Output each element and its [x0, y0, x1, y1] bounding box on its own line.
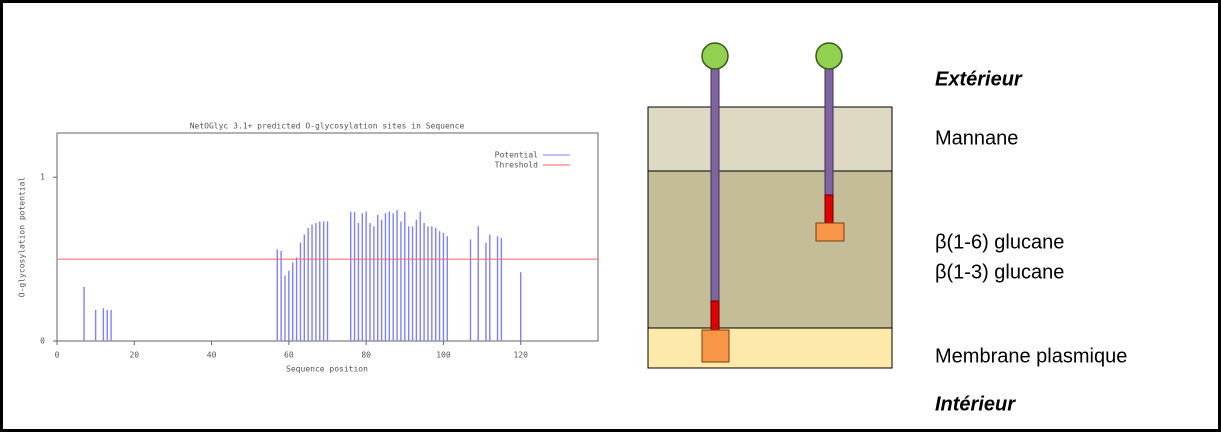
legend-label: Potential — [495, 151, 539, 160]
x-tick-label: 100 — [436, 351, 451, 360]
glycan — [701, 42, 729, 70]
label: Intérieur — [935, 393, 1016, 415]
membrane-layer — [647, 327, 893, 369]
legend-label: Threshold — [495, 161, 539, 170]
x-tick-label: 60 — [284, 351, 294, 360]
x-tick-label: 120 — [513, 351, 528, 360]
chart-title: NetOGlyc 3.1+ predicted O-glycosylation … — [190, 122, 465, 131]
x-tick-label: 0 — [55, 351, 60, 360]
glucan-layer — [647, 170, 893, 329]
x-tick-label: 20 — [129, 351, 139, 360]
y-axis-label: O-glycosylation potential — [18, 177, 27, 298]
x-axis-label: Sequence position — [286, 365, 368, 374]
protein-rod — [824, 67, 834, 196]
label: Membrane plasmique — [935, 345, 1127, 367]
gpi — [701, 329, 730, 363]
label: β(1-6) glucane — [935, 231, 1064, 253]
x-tick-label: 80 — [361, 351, 371, 360]
y-tick-label: 0 — [40, 337, 45, 346]
x-tick-label: 40 — [207, 351, 217, 360]
gpi — [815, 222, 845, 242]
y-tick-label: 1 — [40, 173, 45, 182]
glycan — [815, 42, 843, 70]
anchor — [710, 300, 720, 331]
protein-rod — [710, 67, 720, 302]
label: Mannane — [935, 127, 1018, 149]
label: β(1-3) glucane — [935, 261, 1064, 283]
label: Extérieur — [935, 68, 1023, 90]
mannan-layer — [647, 106, 893, 172]
anchor — [824, 194, 834, 224]
